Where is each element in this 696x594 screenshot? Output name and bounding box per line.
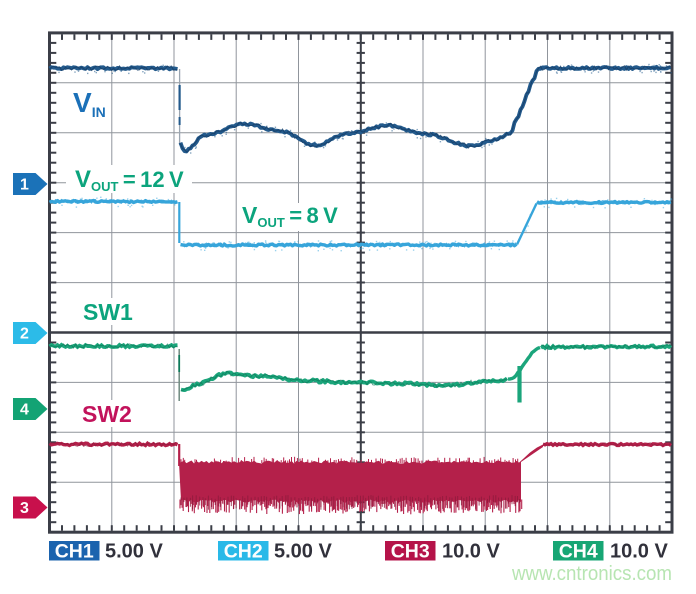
svg-text:1: 1	[20, 177, 29, 194]
svg-text:SW1: SW1	[83, 299, 133, 325]
svg-text:CH4: CH4	[559, 541, 598, 563]
svg-text:www.cntronics.com: www.cntronics.com	[511, 562, 672, 585]
svg-text:10.0 V: 10.0 V	[610, 541, 668, 563]
svg-text:4: 4	[20, 402, 29, 419]
svg-text:5.00 V: 5.00 V	[105, 541, 163, 563]
svg-text:CH2: CH2	[224, 541, 263, 563]
svg-text:5.00 V: 5.00 V	[274, 541, 332, 563]
svg-text:CH3: CH3	[391, 541, 430, 563]
svg-text:CH1: CH1	[55, 541, 94, 563]
svg-text:VOUT = 8 V: VOUT = 8 V	[242, 202, 338, 230]
svg-text:2: 2	[20, 326, 29, 343]
svg-text:3: 3	[20, 500, 29, 517]
svg-text:SW2: SW2	[82, 401, 132, 427]
svg-text:VOUT = 12 V: VOUT = 12 V	[75, 166, 184, 194]
svg-text:10.0 V: 10.0 V	[442, 541, 500, 563]
